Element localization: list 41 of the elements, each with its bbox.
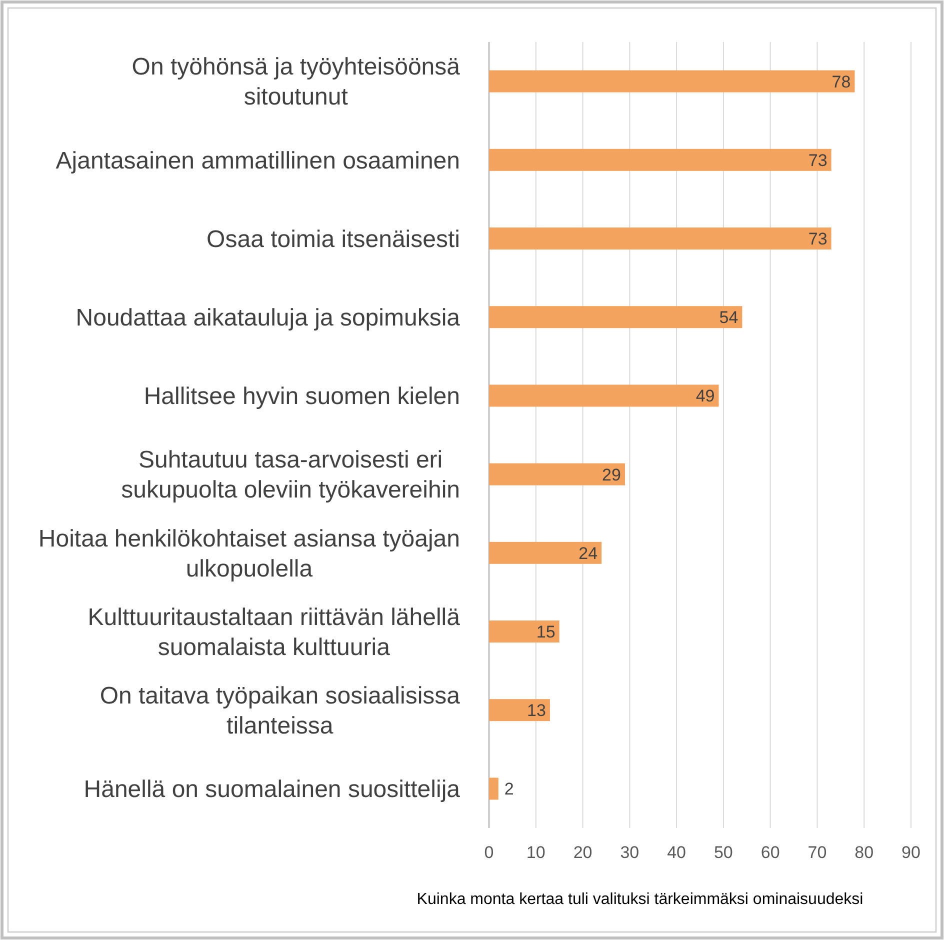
bar xyxy=(489,620,560,643)
data-label: 49 xyxy=(696,386,715,406)
y-tick-label: Hallitsee hyvin suomen kielen xyxy=(144,383,460,410)
y-tick-label: Kulttuuritaustaltaan riittävän lähellä suomalaista kulttuuria xyxy=(88,604,461,661)
y-tick-label: Noudattaa aikatauluja ja sopimuksia xyxy=(76,304,461,332)
y-tick-label: On työhönsä ja työyhteisöönsä sitoutunut xyxy=(132,54,461,111)
y-tick-label: Hoitaa henkilökohtaiset asiansa työajan ulkopuolella xyxy=(38,525,460,582)
x-tick-label: 90 xyxy=(902,843,920,862)
bar xyxy=(489,227,832,250)
bar xyxy=(489,70,855,92)
bar xyxy=(489,148,832,171)
data-label: 24 xyxy=(578,544,598,563)
data-label: 54 xyxy=(719,308,738,328)
data-label: 29 xyxy=(602,465,621,484)
x-tick-label: 40 xyxy=(667,843,686,862)
x-tick-label: 10 xyxy=(526,843,546,862)
x-tick-label: 30 xyxy=(620,843,640,862)
data-label: 73 xyxy=(808,150,828,170)
data-label: 2 xyxy=(504,780,514,799)
y-tick-label: Suhtautuu tasa-arvoisesti eri sukupuolta oleviin työkavereihin xyxy=(121,446,460,504)
data-label: 73 xyxy=(808,229,828,248)
x-tick-label: 0 xyxy=(484,843,494,862)
bar xyxy=(489,306,742,328)
bar xyxy=(489,699,550,722)
data-label: 78 xyxy=(832,72,851,92)
x-tick-label: 20 xyxy=(573,843,592,862)
y-tick-label: Osaa toimia itsenäisesti xyxy=(206,226,460,253)
x-tick-label: 60 xyxy=(760,843,780,862)
x-tick-label: 70 xyxy=(808,843,827,862)
x-tick-label: 50 xyxy=(714,843,733,862)
bar xyxy=(489,778,498,800)
data-label: 13 xyxy=(527,701,546,720)
data-label: 15 xyxy=(536,622,556,642)
bar xyxy=(489,384,719,407)
y-tick-label: On taitava työpaikan sosiaalisissa tilanteissa xyxy=(100,682,461,740)
x-tick-label: 80 xyxy=(854,843,874,862)
y-tick-label: Hänellä on suomalainen suosittelija xyxy=(84,776,461,804)
y-tick-label: Ajantasainen ammatillinen osaaminen xyxy=(56,147,460,174)
bar xyxy=(489,542,602,564)
bar xyxy=(489,463,625,486)
x-axis-title: Kuinka monta kertaa tuli valituksi tärkeimmäksi ominaisuudeksi xyxy=(416,891,864,908)
